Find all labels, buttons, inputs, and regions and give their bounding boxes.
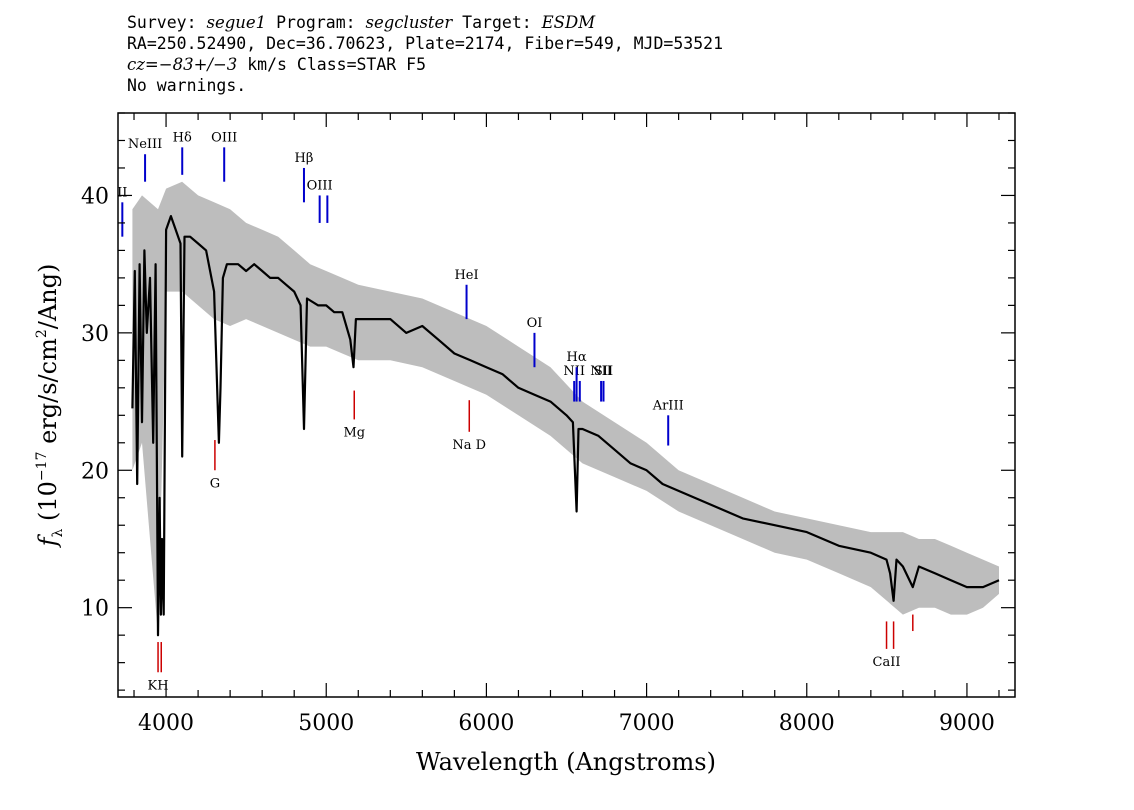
emission-line-label: NII	[563, 364, 585, 379]
x-tick-label: 4000	[138, 711, 194, 736]
program-label: Program:	[266, 13, 366, 32]
cz-value: cz=−83+/−3	[127, 55, 238, 74]
x-tick-label: 8000	[779, 711, 835, 736]
program-value: segcluster	[365, 13, 453, 32]
survey-line: Survey: segue1 Program: segcluster Targe…	[127, 12, 723, 33]
target-value: ESDM	[541, 13, 596, 32]
flux-layer	[131, 215, 1000, 637]
class-value: km/s Class=STAR F5	[237, 55, 427, 74]
emission-line-label: OIII	[211, 130, 237, 145]
axes-layer: 4000 5000 6000 7000 8000 9000 10 20 30 40	[81, 112, 1016, 736]
error-envelope-layer	[132, 181, 999, 636]
warnings-line: No warnings.	[127, 76, 247, 95]
x-tick-label: 9000	[939, 711, 995, 736]
emission-line-label: HeI	[454, 268, 478, 283]
emission-line-label: NeIII	[128, 137, 162, 152]
survey-value: segue1	[206, 13, 267, 32]
coordinates-line: RA=250.52490, Dec=36.70623, Plate=2174, …	[127, 34, 724, 53]
emission-line-label: Hα	[567, 350, 587, 365]
y-tick-label: 10	[81, 597, 109, 622]
redshift-class-line: cz=−83+/−3 km/s Class=STAR F5	[127, 54, 723, 75]
absorption-line-label: G	[210, 476, 220, 491]
target-label: Target:	[452, 13, 542, 32]
emission-line-label: OI	[527, 316, 543, 331]
x-tick-label: 6000	[458, 711, 514, 736]
emission-line-label: ArIII	[652, 398, 684, 413]
y-tick-label: 20	[81, 459, 109, 484]
emission-line-label: II	[117, 185, 127, 200]
survey-label: Survey:	[127, 13, 207, 32]
absorption-line-label: KH	[148, 678, 169, 693]
plot-frame	[117, 112, 1016, 698]
x-axis-title: Wavelength (Angstroms)	[416, 748, 716, 776]
y-axis-title: fλ (10−17 erg/s/cm2/Ang)	[34, 264, 66, 549]
svg-text:fλ (10−17 erg/s/cm2/Ang): fλ (10−17 erg/s/cm2/Ang)	[34, 264, 66, 549]
x-tick-label: 7000	[619, 711, 675, 736]
emission-line-label: OIII	[307, 178, 333, 193]
emission-line-label: Hδ	[173, 130, 192, 145]
y-tick-label: 30	[81, 322, 109, 347]
flux-series-line	[131, 215, 1000, 637]
emission-line-label: Hβ	[295, 151, 314, 166]
emission-line-label: SII	[594, 364, 613, 379]
absorption-line-label: Mg	[343, 425, 365, 440]
error-envelope	[132, 181, 999, 636]
absorption-line-label: Na D	[452, 438, 486, 453]
x-tick-label: 5000	[298, 711, 354, 736]
y-tick-label: 40	[81, 184, 109, 209]
spectrum-info-header: Survey: segue1 Program: segcluster Targe…	[127, 12, 723, 96]
absorption-line-label: CaII	[873, 655, 901, 670]
emission-line-label: NII	[590, 364, 612, 379]
